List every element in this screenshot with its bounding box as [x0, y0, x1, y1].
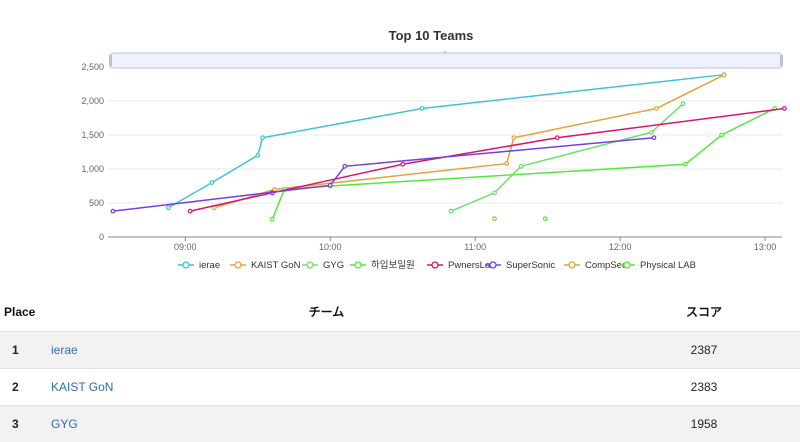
data-point [556, 136, 560, 140]
legend-item-label[interactable]: ierae [199, 260, 220, 271]
data-point [273, 188, 277, 192]
data-point [519, 164, 523, 168]
data-point [167, 206, 171, 210]
team-link[interactable]: GYG [51, 417, 78, 431]
table-row: 1 ierae 2387 [0, 332, 800, 369]
place-cell: 3 [0, 406, 45, 442]
y-tick-label: 1,500 [81, 130, 104, 140]
data-point [493, 217, 497, 221]
table-header-row: Place チーム スコア [0, 292, 800, 332]
legend-item-label[interactable]: Physical LAB [640, 260, 696, 271]
chart-title: Top 10 Teams [389, 28, 474, 43]
legend-swatch-marker[interactable] [307, 262, 313, 268]
series-line-supersonic [113, 138, 654, 211]
score-column-header: スコア [608, 292, 800, 332]
series-line-kaist-gon [214, 75, 724, 208]
place-cell: 2 [0, 369, 45, 406]
zoom-slider-left-handle[interactable] [109, 55, 112, 66]
score-cell: 1958 [608, 406, 800, 442]
legend-swatch-marker[interactable] [624, 262, 630, 268]
legend-swatch-marker[interactable] [569, 262, 575, 268]
data-point [449, 209, 453, 213]
score-cell: 2383 [608, 369, 800, 406]
legend-item-label[interactable]: KAIST GoN [251, 260, 301, 271]
legend-swatch-marker[interactable] [235, 262, 241, 268]
x-tick-label: 13:00 [754, 242, 777, 252]
table-row: 3 GYG 1958 [0, 406, 800, 442]
series-line-ierae [168, 75, 724, 208]
data-point [652, 136, 656, 140]
data-point [655, 107, 659, 111]
data-point [328, 184, 332, 188]
data-point [188, 209, 192, 213]
data-point [256, 154, 260, 158]
data-point [401, 162, 405, 166]
legend-item-label[interactable]: SuperSonic [506, 260, 555, 271]
data-point [681, 102, 685, 106]
x-tick-label: 12:00 [609, 242, 632, 252]
y-tick-label: 0 [99, 232, 104, 242]
y-tick-label: 2,500 [81, 62, 104, 72]
chevron-up-icon[interactable]: ⌃ [442, 50, 449, 59]
y-tick-label: 2,000 [81, 96, 104, 106]
data-point [505, 162, 509, 166]
zoom-slider-right-handle[interactable] [780, 55, 783, 66]
score-cell: 2387 [608, 332, 800, 369]
data-point [343, 164, 347, 168]
legend-swatch-marker[interactable] [183, 262, 189, 268]
score-timeline-chart: Top 10 Teams 0 500 1,000 1,500 2,000 2,500 09:0… [0, 0, 800, 290]
place-column-header: Place [0, 292, 45, 332]
legend-swatch-marker[interactable] [490, 262, 496, 268]
x-tick-label: 10:00 [319, 242, 342, 252]
team-link[interactable]: ierae [51, 343, 78, 357]
scoreboard-chart: Top 10 Teams 0 500 1,000 1,500 2,000 2,500 09:0… [0, 0, 800, 290]
legend-swatch-marker[interactable] [355, 262, 361, 268]
place-cell: 1 [0, 332, 45, 369]
legend-item-label[interactable]: GYG [323, 260, 344, 271]
x-tick-label: 09:00 [174, 242, 197, 252]
data-point [783, 107, 787, 111]
data-point [684, 162, 688, 166]
data-point [261, 136, 265, 140]
table-row: 2 KAIST GoN 2383 [0, 369, 800, 406]
legend-swatch-marker[interactable] [432, 262, 438, 268]
data-point [493, 191, 497, 195]
data-point [720, 133, 724, 137]
data-point [512, 136, 516, 140]
data-point [420, 107, 424, 111]
data-point [543, 217, 547, 221]
data-point [111, 209, 115, 213]
scoreboard-table: Place チーム スコア 1 ierae 2387 2 KAIST GoN 2… [0, 292, 800, 442]
data-point [210, 181, 214, 185]
x-tick-label: 11:00 [464, 242, 486, 252]
data-point [650, 130, 654, 134]
y-tick-label: 500 [89, 198, 104, 208]
team-link[interactable]: KAIST GoN [51, 380, 113, 394]
y-tick-label: 1,000 [81, 164, 104, 174]
team-column-header: チーム [45, 292, 608, 332]
legend-item-label[interactable]: 하입보일원 [371, 259, 415, 271]
data-point [270, 218, 274, 222]
data-point [722, 73, 726, 77]
series-line-gyg [451, 104, 683, 211]
